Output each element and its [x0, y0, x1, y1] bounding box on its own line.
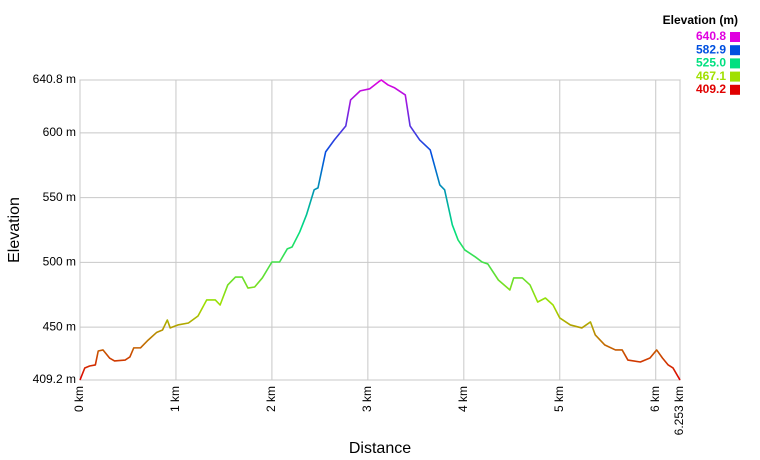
y-tick-label: 600 m	[43, 125, 76, 139]
x-tick-label: 5 km	[552, 386, 566, 412]
legend-swatch	[730, 84, 740, 95]
legend-label: 525.0	[696, 56, 726, 70]
x-tick-label: 6 km	[648, 386, 662, 412]
x-tick-label: 4 km	[456, 386, 470, 412]
x-tick-label: 0 km	[72, 386, 86, 412]
legend-swatch	[730, 32, 740, 42]
legend-label: 467.1	[696, 69, 726, 83]
x-axis-title: Distance	[349, 440, 411, 457]
y-tick-label: 640.8 m	[33, 72, 76, 86]
legend-label: 409.2	[696, 82, 726, 96]
elevation-line	[79, 79, 681, 381]
legend-swatch	[730, 58, 740, 69]
legend-swatch	[730, 45, 740, 56]
legend-label: 640.8	[696, 29, 726, 43]
y-axis-title: Elevation	[6, 197, 23, 263]
y-tick-label: 500 m	[43, 255, 76, 269]
x-tick-label: 1 km	[168, 386, 182, 412]
y-tick-label: 409.2 m	[33, 372, 76, 386]
y-tick-label: 550 m	[43, 190, 76, 204]
x-tick-label: 2 km	[264, 386, 278, 412]
legend-swatch	[730, 71, 740, 82]
legend-label: 582.9	[696, 42, 726, 56]
y-tick-label: 450 m	[43, 319, 76, 333]
x-tick-label: 6.253 km	[672, 386, 686, 435]
legend-title: Elevation (m)	[663, 13, 738, 27]
plot-area	[79, 79, 681, 381]
x-tick-label: 3 km	[360, 386, 374, 412]
